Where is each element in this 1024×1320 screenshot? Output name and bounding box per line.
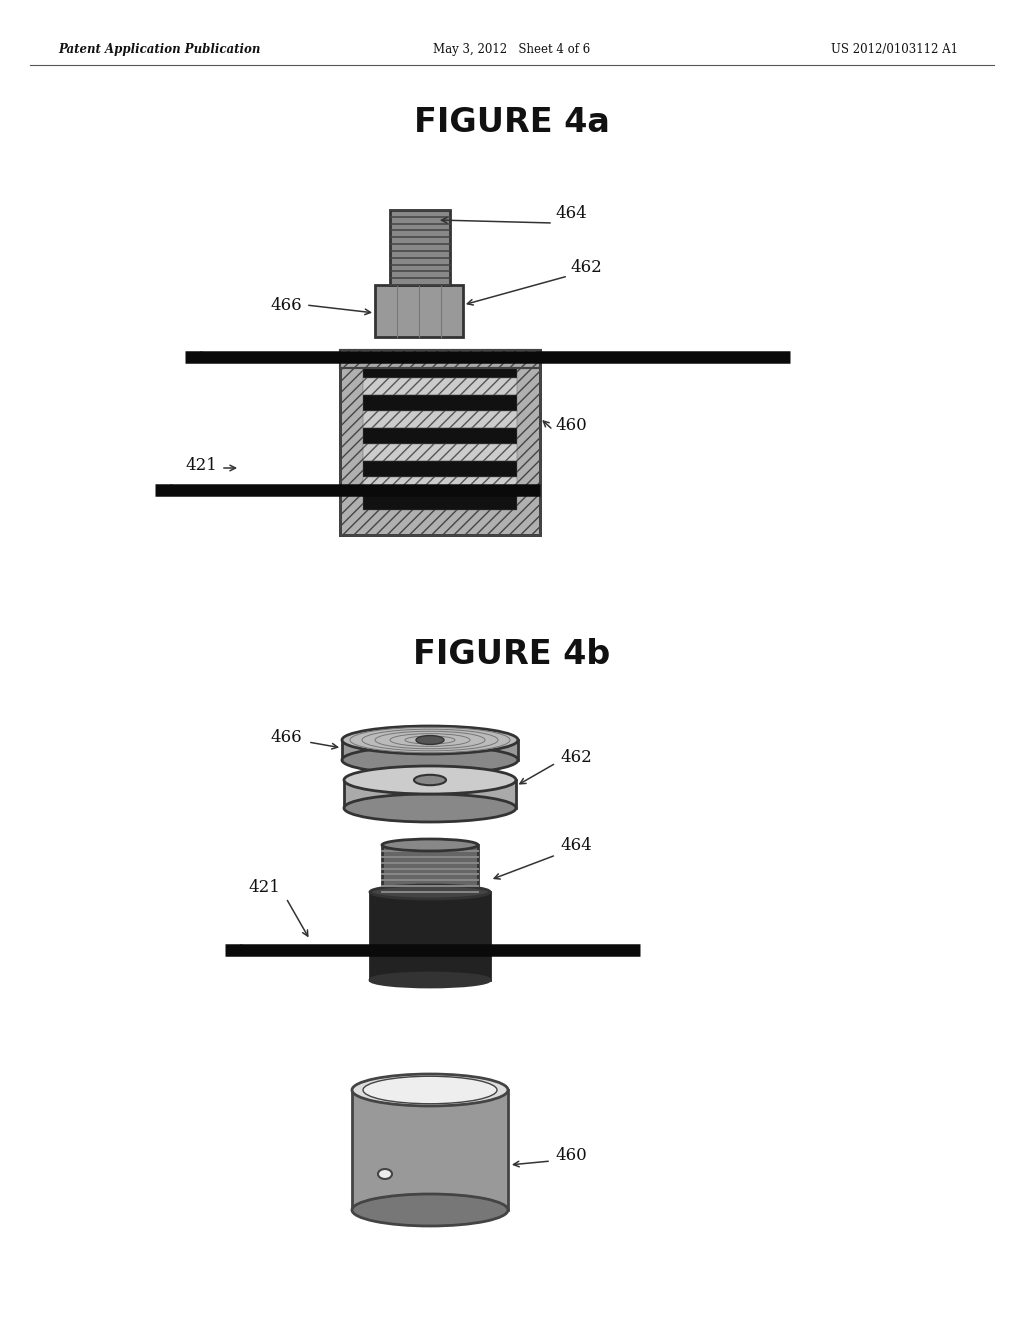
Ellipse shape <box>370 884 490 899</box>
Text: 460: 460 <box>555 417 587 433</box>
Ellipse shape <box>362 1076 497 1104</box>
Text: 466: 466 <box>270 730 302 747</box>
Ellipse shape <box>414 775 446 785</box>
Bar <box>362 395 517 412</box>
Bar <box>375 285 463 337</box>
Ellipse shape <box>342 746 518 774</box>
Bar <box>344 780 516 808</box>
Bar <box>340 350 540 368</box>
Text: 464: 464 <box>560 837 592 854</box>
Bar <box>362 362 517 379</box>
Bar <box>362 379 517 395</box>
Bar <box>340 350 540 535</box>
Text: 421: 421 <box>248 879 280 896</box>
Bar <box>340 350 540 368</box>
Ellipse shape <box>344 795 516 822</box>
Bar <box>370 892 490 979</box>
Ellipse shape <box>382 886 478 898</box>
Bar <box>342 741 518 760</box>
Bar <box>362 412 517 428</box>
Ellipse shape <box>378 1170 392 1179</box>
Ellipse shape <box>370 973 490 987</box>
Ellipse shape <box>342 726 518 754</box>
Ellipse shape <box>352 1195 508 1226</box>
Bar <box>362 477 517 494</box>
Text: US 2012/0103112 A1: US 2012/0103112 A1 <box>831 44 958 57</box>
Text: FIGURE 4b: FIGURE 4b <box>414 639 610 672</box>
Bar <box>362 494 517 510</box>
Text: 421: 421 <box>185 457 217 474</box>
Text: May 3, 2012   Sheet 4 of 6: May 3, 2012 Sheet 4 of 6 <box>433 44 591 57</box>
Ellipse shape <box>416 735 444 744</box>
Text: 464: 464 <box>555 205 587 222</box>
Bar <box>362 445 517 461</box>
Text: 460: 460 <box>555 1147 587 1163</box>
Ellipse shape <box>352 1074 508 1106</box>
Bar <box>362 428 517 445</box>
Text: 466: 466 <box>270 297 302 314</box>
Bar <box>382 845 478 892</box>
Bar <box>390 210 450 285</box>
Text: 462: 462 <box>570 260 602 276</box>
Bar <box>352 1090 508 1210</box>
Ellipse shape <box>382 840 478 851</box>
Text: 462: 462 <box>560 748 592 766</box>
Text: Patent Application Publication: Patent Application Publication <box>58 44 260 57</box>
Bar <box>340 350 540 535</box>
Text: FIGURE 4a: FIGURE 4a <box>414 106 610 139</box>
Bar <box>362 461 517 477</box>
Ellipse shape <box>344 766 516 795</box>
